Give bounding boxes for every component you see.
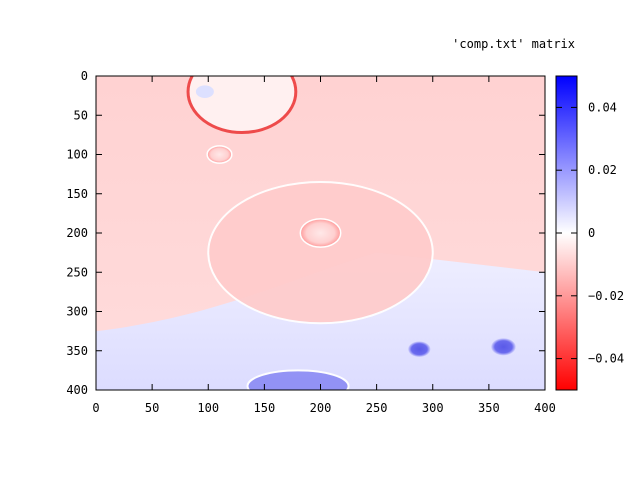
x-axis: 0 50 100 150 200 250 300 350 400 [92, 76, 556, 415]
heat-spot-7 [408, 341, 431, 358]
colorbar-tick-label: −0.04 [588, 352, 624, 366]
heat-spot-6 [299, 218, 342, 248]
heatmap-surface [96, 76, 545, 390]
heat-ring-2 [186, 76, 298, 135]
x-tick-label: 0 [92, 401, 99, 415]
y-tick-label: 150 [66, 187, 88, 201]
x-tick-label: 350 [478, 401, 500, 415]
colorbar-axis: 0.04 0.02 0 −0.02 −0.04 [556, 100, 624, 366]
x-tick-label: 400 [534, 401, 556, 415]
heat-spot-4 [206, 145, 233, 164]
x-tick-label: 150 [254, 401, 276, 415]
y-tick-label: 350 [66, 344, 88, 358]
x-tick-label: 250 [366, 401, 388, 415]
y-tick-label: 400 [66, 383, 88, 397]
y-tick-label: 50 [74, 108, 88, 122]
y-tick-label: 100 [66, 148, 88, 162]
heat-spot-8 [491, 338, 516, 356]
y-tick-label: 200 [66, 226, 88, 240]
heat-ring-9 [246, 369, 350, 390]
colorbar-tick-label: 0.02 [588, 163, 617, 177]
y-tick-label: 0 [81, 69, 88, 83]
x-tick-label: 300 [422, 401, 444, 415]
x-tick-label: 100 [197, 401, 219, 415]
heat-ring-5 [207, 180, 434, 325]
colorbar-tick-label: 0.04 [588, 100, 617, 114]
y-tick-label: 300 [66, 305, 88, 319]
colorbar-tick-label: 0 [588, 226, 595, 240]
y-tick-label: 250 [66, 265, 88, 279]
x-tick-label: 200 [310, 401, 332, 415]
heat-spot-3 [195, 85, 214, 98]
chart-title: 'comp.txt' matrix [452, 37, 575, 51]
y-axis: 0 50 100 150 200 250 300 350 400 [66, 69, 545, 397]
x-tick-label: 50 [145, 401, 159, 415]
colorbar-tick-label: −0.02 [588, 289, 624, 303]
